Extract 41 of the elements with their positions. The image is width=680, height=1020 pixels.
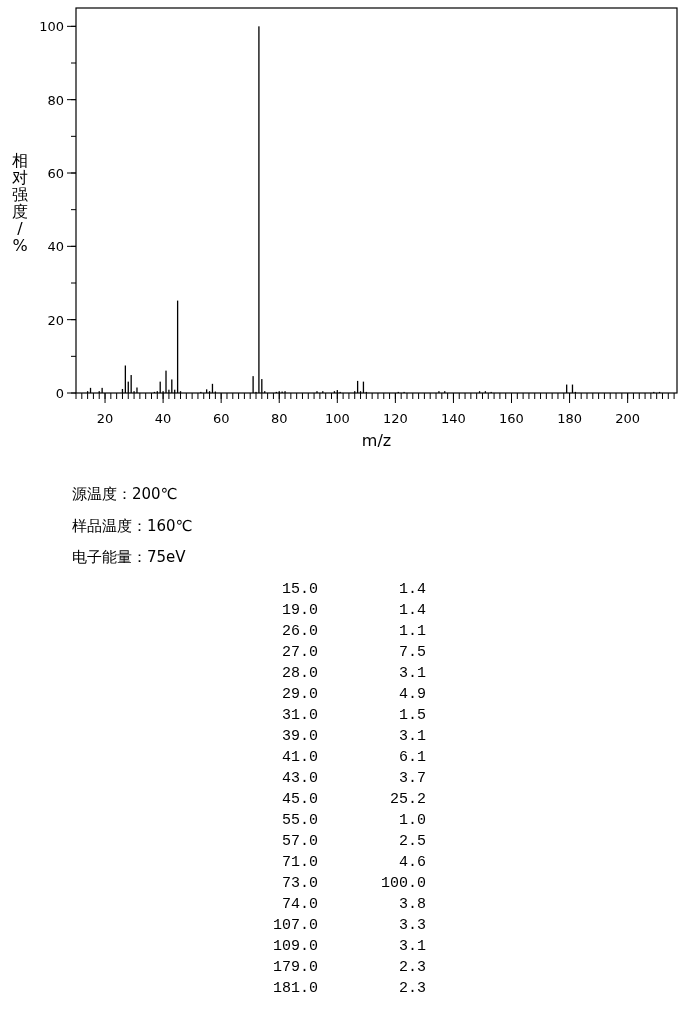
text: 179.0 2.3 xyxy=(272,959,426,976)
y-tick-label: 40 xyxy=(47,239,64,255)
text: 181.0 2.3 xyxy=(272,980,426,997)
text: 26.0 1.1 xyxy=(281,623,426,640)
text: 样品温度：160℃ xyxy=(72,516,193,535)
text: 28.0 3.1 xyxy=(281,665,426,682)
x-axis-title: m/z xyxy=(361,431,392,450)
x-tick-label: 180 xyxy=(557,411,582,426)
x-tick-label: 160 xyxy=(499,411,524,426)
text: 41.0 6.1 xyxy=(281,749,426,766)
text: 15.0 1.4 xyxy=(281,581,426,598)
text: 55.0 1.0 xyxy=(281,812,426,829)
x-tick-label: 140 xyxy=(441,411,466,426)
text: 74.0 3.8 xyxy=(281,896,426,913)
x-tick-label: 120 xyxy=(382,411,408,426)
text: 43.0 3.7 xyxy=(281,770,426,787)
text: 109.0 3.1 xyxy=(272,938,426,955)
text: 27.0 7.5 xyxy=(281,644,426,661)
y-axis-title: 相对强度/% xyxy=(12,151,28,255)
x-tick-label: 20 xyxy=(96,411,114,426)
x-tick-label: 40 xyxy=(154,411,172,426)
y-tick-label: 0 xyxy=(55,386,64,401)
text: 39.0 3.1 xyxy=(281,728,426,745)
x-tick-label: 200 xyxy=(615,411,641,426)
y-tick-label: 60 xyxy=(47,166,64,181)
y-tick-label: 20 xyxy=(47,312,64,328)
y-tick-label: 80 xyxy=(47,92,64,108)
text: 57.0 2.5 xyxy=(281,833,426,850)
text: 源温度：200℃ xyxy=(72,485,178,503)
text: 45.0 25.2 xyxy=(281,791,426,808)
text: 19.0 1.4 xyxy=(281,602,426,619)
x-tick-label: 60 xyxy=(212,411,230,426)
text: 107.0 3.3 xyxy=(272,917,426,934)
y-tick-label: 100 xyxy=(39,19,64,35)
text: 73.0 100.0 xyxy=(281,875,426,892)
text: 31.0 1.5 xyxy=(281,707,426,724)
text: 71.0 4.6 xyxy=(281,854,426,871)
x-tick-label: 80 xyxy=(270,411,288,426)
text: 电子能量：75eV xyxy=(72,548,187,566)
text: 29.0 4.9 xyxy=(281,686,426,703)
x-tick-label: 100 xyxy=(324,411,350,426)
